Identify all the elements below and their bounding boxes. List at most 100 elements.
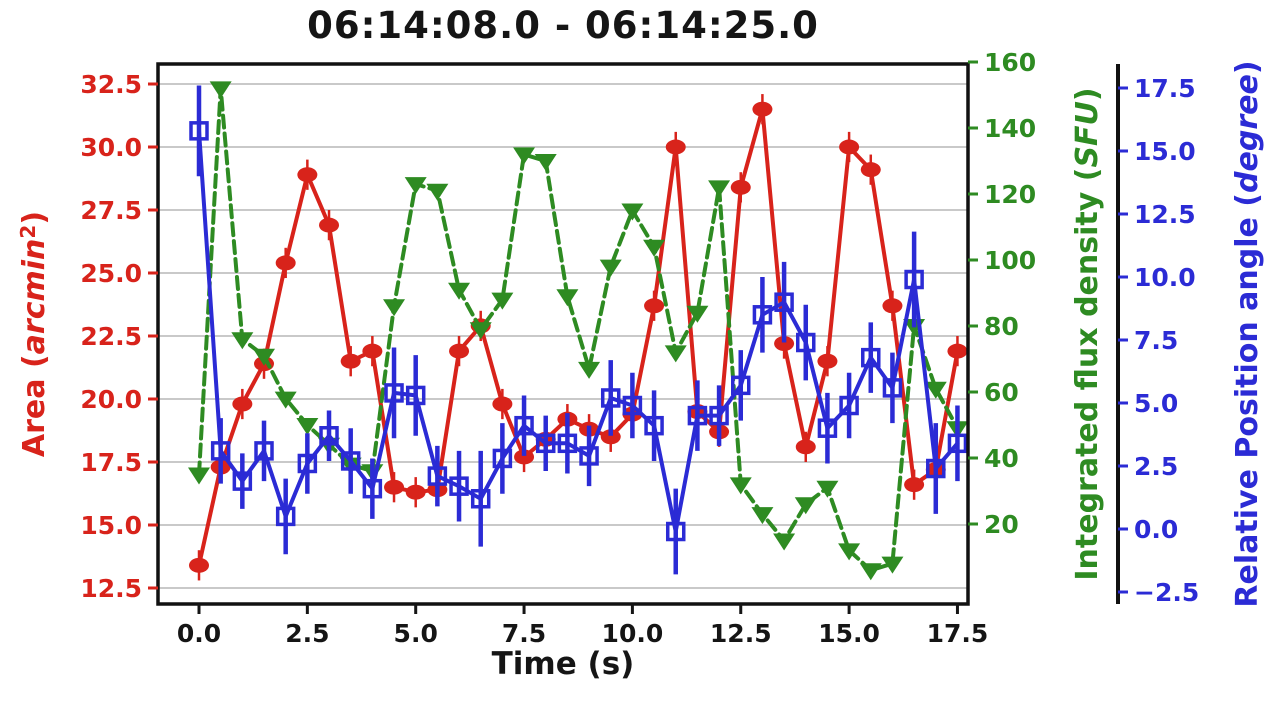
relative-position-angle-marker [427,466,448,486]
area-marker [340,353,361,369]
right-outer-axis-tick-label: 12.5 [1134,200,1196,229]
relative-position-angle-marker [470,489,491,509]
integrated-flux-density-marker [751,507,774,525]
relative-position-angle-marker [535,433,556,454]
area-marker [319,217,340,233]
relative-position-angle-marker [492,448,513,469]
area-marker [665,139,686,155]
blue-axis-title-suffix: ) [1230,60,1265,75]
area-marker [904,477,925,493]
area-marker [297,167,318,183]
green-axis-title-italic: SFU [1070,101,1105,168]
right-inner-axis-tick-label: 20 [984,510,1019,539]
relative-position-angle-marker [882,378,903,398]
integrated-flux-density-marker [274,391,297,409]
right-inner-axis-title: Integrated flux density (SFU) [1067,54,1109,614]
blue-axis-title-prefix: Relative Position angle ( [1230,192,1265,608]
integrated-flux-density-marker [448,282,471,300]
relative-position-angle-marker [319,426,339,446]
relative-position-angle-marker [340,451,361,471]
area-line [197,107,960,568]
area-marker [860,162,881,178]
right-outer-axis-title: Relative Position angle (degree) [1227,54,1269,614]
integrated-flux-density-marker [296,418,319,435]
area-marker [189,557,209,573]
relative-position-angle-marker [796,332,816,353]
left-axis-tick-label: 27.5 [80,196,142,225]
x-axis-tick-label: 15.0 [818,619,880,648]
relative-position-angle-marker [644,415,664,436]
integrated-flux-density-marker [708,180,731,198]
relative-position-angle-marker [362,478,383,499]
area-marker [449,343,470,359]
relative-position-angle-marker [297,453,318,474]
area-marker [600,429,621,445]
x-axis-tick-label: 12.5 [710,619,772,648]
right-outer-axis-tick-label: 10.0 [1134,263,1196,292]
left-axis-title-prefix: Area ( [17,354,52,458]
x-axis-tick-label: 10.0 [602,619,664,648]
area-marker [384,479,405,495]
relative-position-angle-marker [926,458,946,479]
relative-position-angle-marker [817,418,838,438]
relative-position-angle-marker [579,446,599,466]
area-marker [730,179,751,195]
relative-position-angle-marker [622,395,643,416]
integrated-flux-density-marker [469,322,492,340]
relative-position-angle-marker [774,292,794,312]
integrated-flux-density-marker [838,543,861,561]
left-axis-tick-label: 17.5 [80,448,142,477]
left-axis-tick-label: 32.5 [80,70,142,99]
integrated-flux-density-marker [794,497,817,515]
relative-position-angle-marker [947,433,968,454]
relative-position-angle-marker [210,441,231,461]
integrated-flux-density-marker [773,533,796,551]
series-layer [188,81,969,581]
integrated-flux-density-marker [231,332,254,350]
relative-position-angle-series [189,85,968,575]
relative-position-angle-marker [709,405,729,426]
x-axis-title-text: Time (s) [491,646,635,682]
integrated-flux-density-marker [534,154,557,171]
right-inner-axis-tick-label: 80 [984,312,1019,341]
area-marker [795,439,816,455]
plot-frame [156,62,1120,606]
relative-position-angle-marker [687,405,708,426]
chart-title: 06:14:08.0 - 06:14:25.0 [307,4,819,47]
integrated-flux-density-marker [556,289,579,307]
area-marker [882,298,903,314]
area-marker [232,396,253,412]
area-marker [947,343,968,359]
relative-position-angle-marker [275,506,296,527]
relative-position-angle-marker [514,415,534,436]
relative-position-angle-marker [731,375,751,396]
area-marker [839,139,860,155]
integrated-flux-density-marker [924,381,947,399]
area-marker [275,255,296,271]
integrated-flux-density-marker [404,177,427,195]
left-axis-title: Area (arcmin2) [7,54,52,614]
right-inner-axis-tick-label: 120 [984,180,1036,209]
integrated-flux-density-marker [643,239,666,257]
relative-position-angle-marker [254,441,274,461]
axis-tick-labels: 0.0 2.5 5.0 7.5 10.0 12.5 15.0 17.5 32.5 30.0 27.5… [80,48,1199,648]
relative-position-angle-marker [449,476,469,496]
area-marker [774,336,795,352]
relative-position-angle-marker [752,305,773,325]
area-marker [644,298,665,314]
relative-position-angle-marker [904,269,924,290]
x-axis-tick-label: 2.5 [285,619,329,648]
blue-axis-title-italic: degree [1230,74,1265,193]
right-outer-axis-tick-label: −2.5 [1134,578,1199,607]
left-axis-tick-label: 22.5 [80,322,142,351]
integrated-flux-density-marker [686,305,709,323]
relative-position-angle-marker [557,433,578,454]
x-axis-tick-label: 7.5 [502,619,546,648]
relative-position-angle-marker [839,395,859,416]
right-outer-axis-tick-label: 2.5 [1134,452,1178,481]
integrated-flux-density-marker [859,563,882,581]
relative-position-angle-marker [189,121,209,141]
area-marker [405,484,426,500]
integrated-flux-density-marker [578,361,601,379]
